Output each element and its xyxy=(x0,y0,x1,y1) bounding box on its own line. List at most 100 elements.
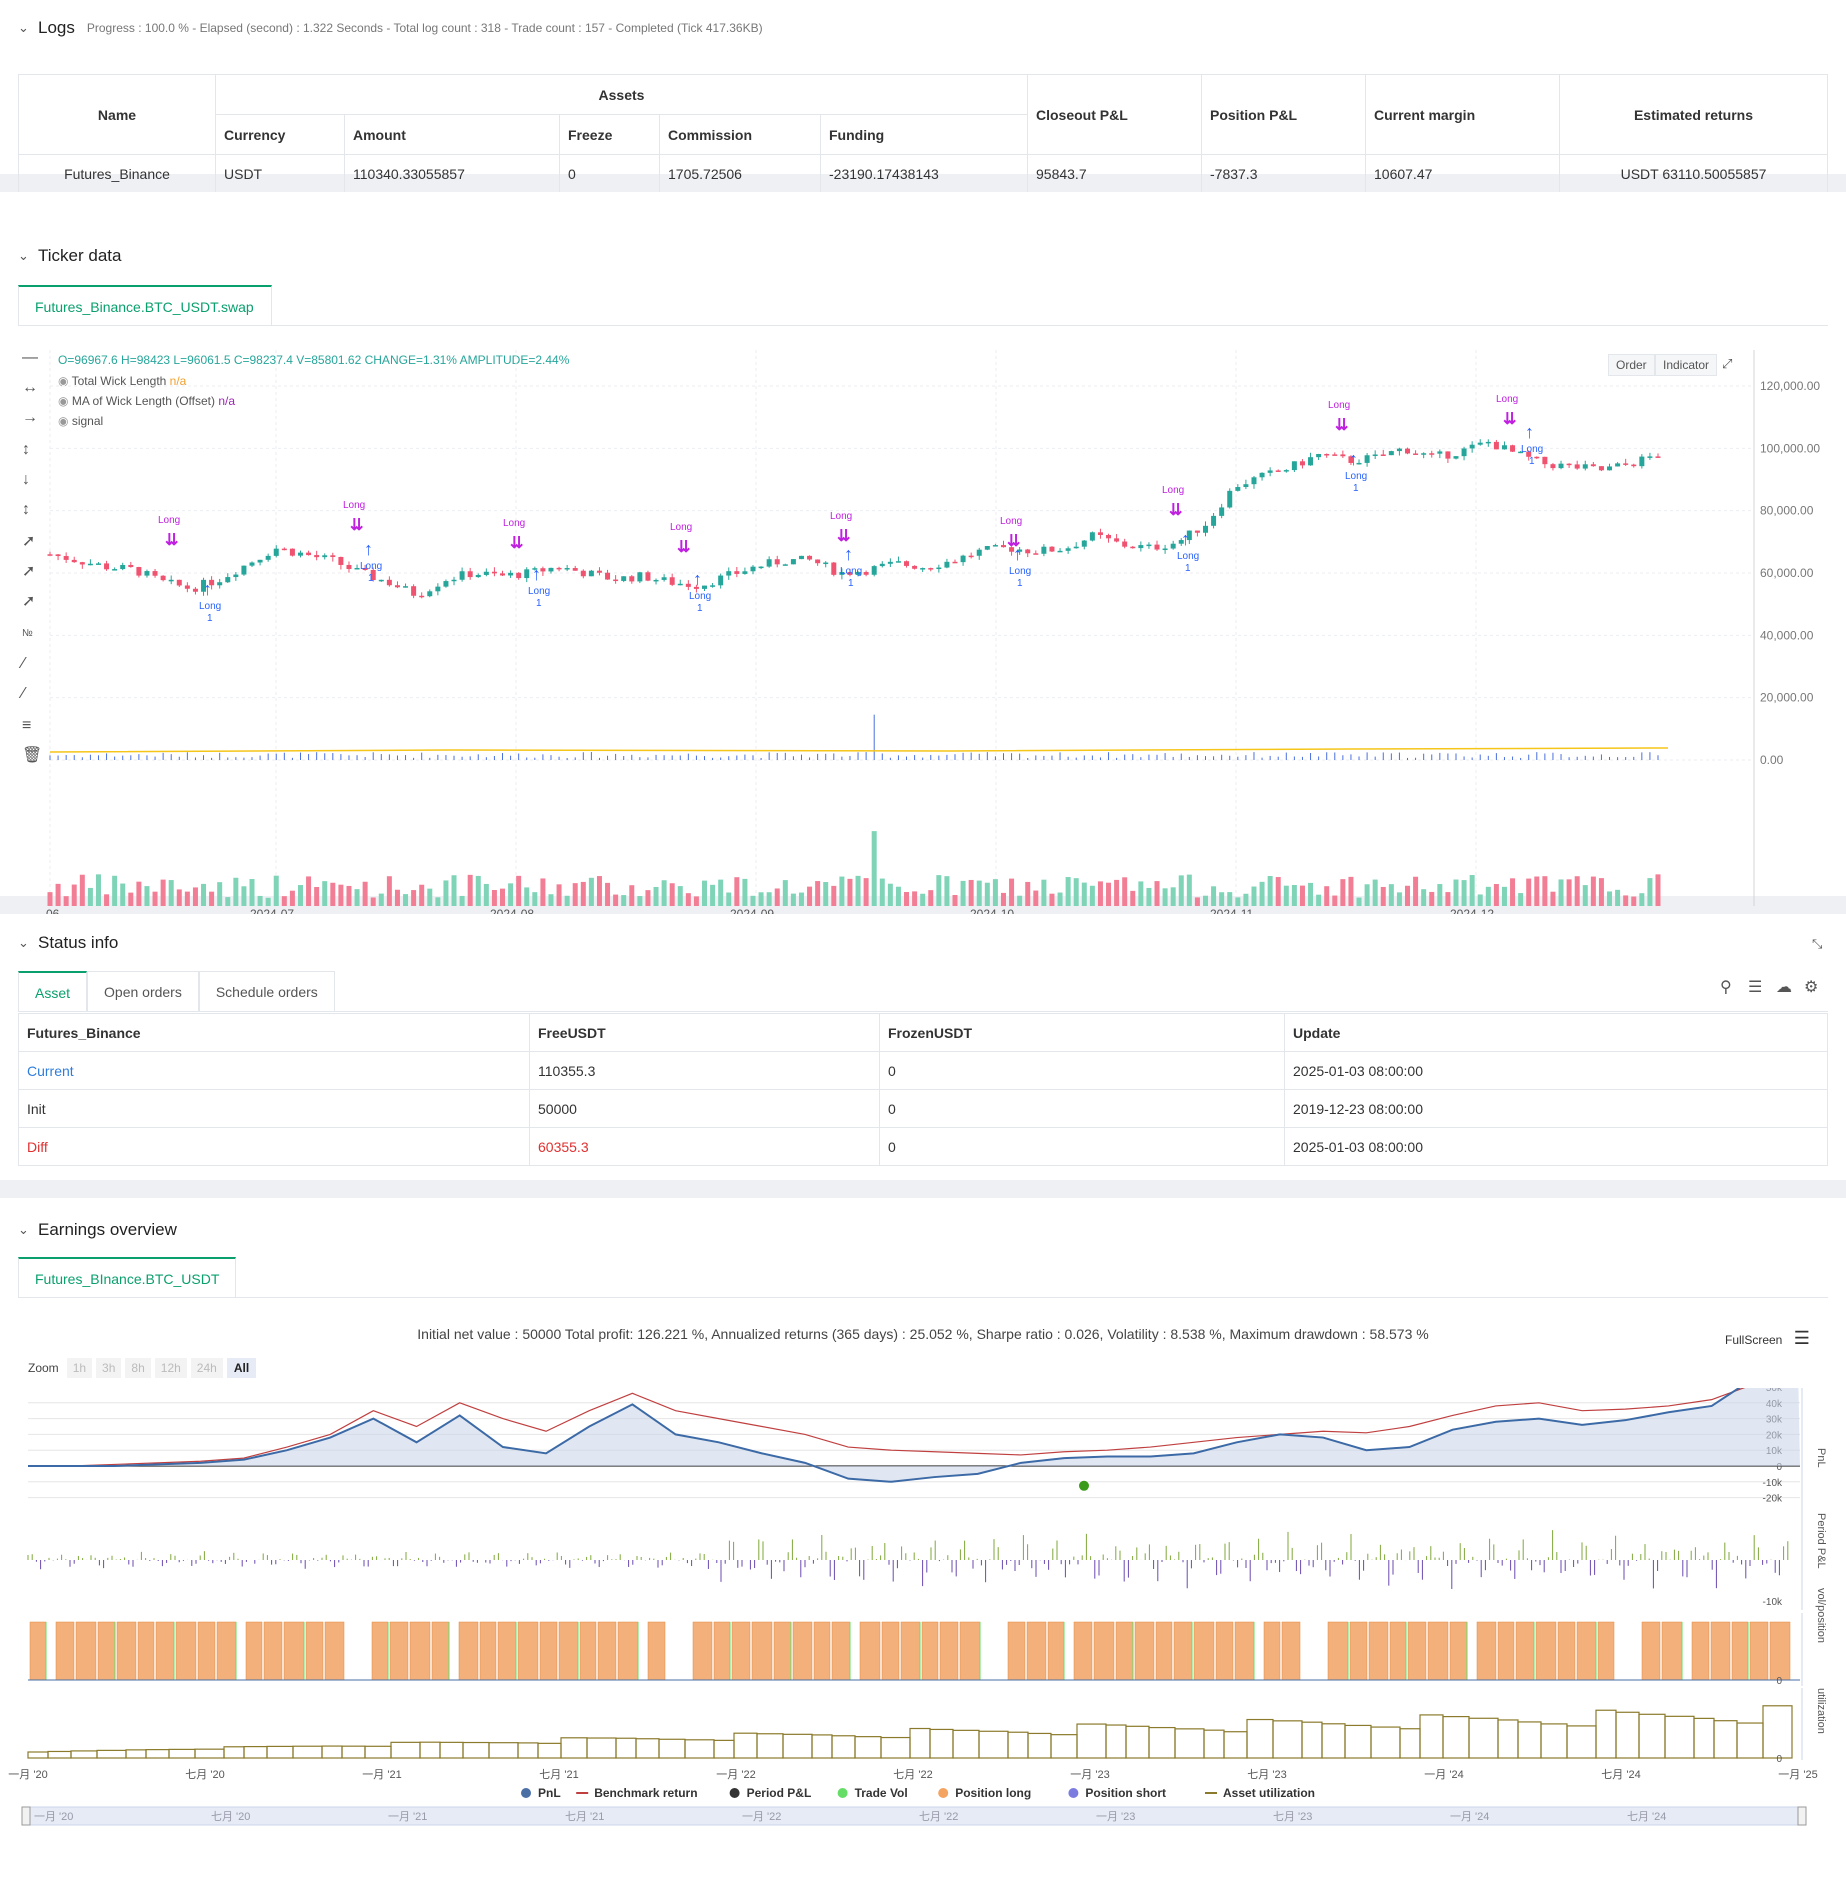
candle-body xyxy=(895,561,901,563)
search-icon[interactable]: ⚲ xyxy=(1720,979,1732,996)
trend-segment-icon[interactable]: ➚ xyxy=(22,593,36,610)
tab-asset[interactable]: Asset xyxy=(18,971,88,1011)
parallel-channel-icon[interactable]: ∕ xyxy=(22,655,25,672)
ticker-header[interactable]: ⌄ Ticker data xyxy=(18,246,121,266)
chevron-down-icon[interactable]: ⌄ xyxy=(18,20,29,35)
candle-body xyxy=(257,559,263,563)
period-tick-label: -10k xyxy=(1763,1597,1783,1608)
volume-bar xyxy=(968,879,974,906)
candle-body xyxy=(1211,515,1217,526)
cell-frozen: 0 xyxy=(879,1089,1285,1128)
candle-body xyxy=(1348,456,1354,463)
legend-ma-wick[interactable]: ◉ MA of Wick Length (Offset) n/a xyxy=(58,391,235,411)
assets-group-header: Assets xyxy=(215,74,1028,115)
chevron-down-icon[interactable]: ⌄ xyxy=(18,935,29,950)
gear-icon[interactable]: ⚙ xyxy=(1804,979,1819,996)
volume-bar xyxy=(394,889,400,906)
position-long-bar xyxy=(939,1621,959,1681)
col-position: Position P&L xyxy=(1201,74,1366,155)
volume-bar xyxy=(807,886,813,906)
volume-bar xyxy=(798,892,804,906)
candle-body xyxy=(273,548,279,556)
candle-body xyxy=(419,595,425,598)
fib-icon[interactable]: ∕ xyxy=(22,685,25,702)
candle-body xyxy=(960,555,966,563)
zoom-all[interactable]: All xyxy=(226,1358,257,1378)
status-header[interactable]: ⌄ Status info xyxy=(18,933,118,953)
trash-icon[interactable]: 🗑 xyxy=(22,747,43,764)
trend-line-icon[interactable]: ➚ xyxy=(22,533,36,550)
chevron-down-icon[interactable]: ⌄ xyxy=(18,1222,29,1237)
legend-total-wick[interactable]: ◉ Total Wick Length n/a xyxy=(58,371,235,391)
zoom-12h[interactable]: 12h xyxy=(154,1358,187,1378)
candle-body xyxy=(95,563,101,565)
tab-btc-swap[interactable]: Futures_Binance.BTC_USDT.swap xyxy=(18,285,272,325)
menu-icon[interactable]: ☰ xyxy=(1793,1328,1810,1348)
y-tick-label: 0.00 xyxy=(1760,753,1784,767)
volume-bar xyxy=(241,886,247,906)
position-long-bar xyxy=(283,1621,305,1681)
position-long-bar xyxy=(1710,1621,1731,1681)
price-label-icon[interactable]: № xyxy=(22,628,33,639)
cell-position: -7837.3 xyxy=(1201,154,1366,193)
volume-bar xyxy=(1340,879,1346,906)
tab-open-orders[interactable]: Open orders xyxy=(87,971,199,1011)
eye-icon[interactable]: ◉ xyxy=(58,414,69,428)
zoom-24h[interactable]: 24h xyxy=(190,1358,223,1378)
segment-icon[interactable]: → xyxy=(22,409,38,426)
vertical-line-icon[interactable]: ↕ xyxy=(22,441,30,458)
volume-bar xyxy=(1186,874,1192,906)
candle-body xyxy=(1017,549,1023,552)
candle-body xyxy=(1025,549,1031,554)
trend-ray-icon[interactable]: ➚ xyxy=(22,563,36,580)
collapse-icon[interactable]: ⤡ xyxy=(1812,936,1823,951)
candle-body xyxy=(314,555,320,558)
candle-body xyxy=(249,562,255,566)
candle-body xyxy=(71,559,77,563)
position-long-bar xyxy=(305,1621,324,1681)
volume-bar xyxy=(1162,888,1168,906)
tab-schedule-orders[interactable]: Schedule orders xyxy=(198,971,335,1011)
volume-bar xyxy=(1421,889,1427,906)
candle-body xyxy=(1219,507,1225,516)
candle-body xyxy=(1558,463,1564,469)
list-icon[interactable]: ☰ xyxy=(1748,979,1763,996)
zoom-1h[interactable]: 1h xyxy=(66,1358,93,1378)
zoom-3h[interactable]: 3h xyxy=(96,1358,122,1378)
eye-icon[interactable]: ◉ xyxy=(58,374,69,388)
nav-tick-label: 七月 '22 xyxy=(919,1810,958,1823)
utilization-bar xyxy=(1736,1722,1764,1759)
volume-bar xyxy=(629,885,635,906)
eye-icon[interactable]: ◉ xyxy=(58,394,69,408)
candle-body xyxy=(920,568,926,570)
volume-bar xyxy=(912,891,918,906)
long-signal-label: Long xyxy=(1009,566,1031,577)
cell-returns: USDT 63110.50055857 xyxy=(1559,154,1828,193)
candle-body xyxy=(1227,490,1233,508)
logs-header[interactable]: ⌄ Logs Progress : 100.0 % - Elapsed (sec… xyxy=(18,18,763,38)
expand-icon[interactable]: ⤢ xyxy=(1722,356,1733,371)
vertical-ray-icon[interactable]: ↓ xyxy=(22,471,30,488)
row-label-current[interactable]: Current xyxy=(18,1051,530,1090)
ray-icon[interactable]: ↔ xyxy=(22,379,38,396)
earnings-header[interactable]: ⌄ Earnings overview xyxy=(18,1220,177,1240)
chevron-down-icon[interactable]: ⌄ xyxy=(18,248,29,263)
horizontal-line-icon[interactable]: — xyxy=(22,349,38,366)
indicator-button[interactable]: Indicator xyxy=(1655,354,1718,376)
zoom-8h[interactable]: 8h xyxy=(125,1358,151,1378)
candle-body xyxy=(330,555,336,557)
cloud-download-icon[interactable]: ☁ xyxy=(1776,979,1792,996)
candle-body xyxy=(1485,441,1491,444)
utilization-bar xyxy=(1713,1720,1738,1759)
levels-icon[interactable]: ≡ xyxy=(22,717,32,734)
utilization-bar xyxy=(684,1739,715,1759)
volume-bar xyxy=(1477,894,1483,906)
volume-bar xyxy=(281,896,287,906)
exit-arrow-icon: ⇊ xyxy=(677,539,690,556)
utilization-bar xyxy=(1050,1734,1078,1759)
tab-btc-usdt[interactable]: Futures_BInance.BTC_USDT xyxy=(18,1257,236,1297)
fullscreen-button[interactable]: FullScreen ☰ xyxy=(1725,1328,1810,1349)
legend-signal[interactable]: ◉ signal xyxy=(58,411,235,431)
order-button[interactable]: Order xyxy=(1608,354,1655,376)
vertical-segment-icon[interactable]: ↕ xyxy=(22,501,30,518)
